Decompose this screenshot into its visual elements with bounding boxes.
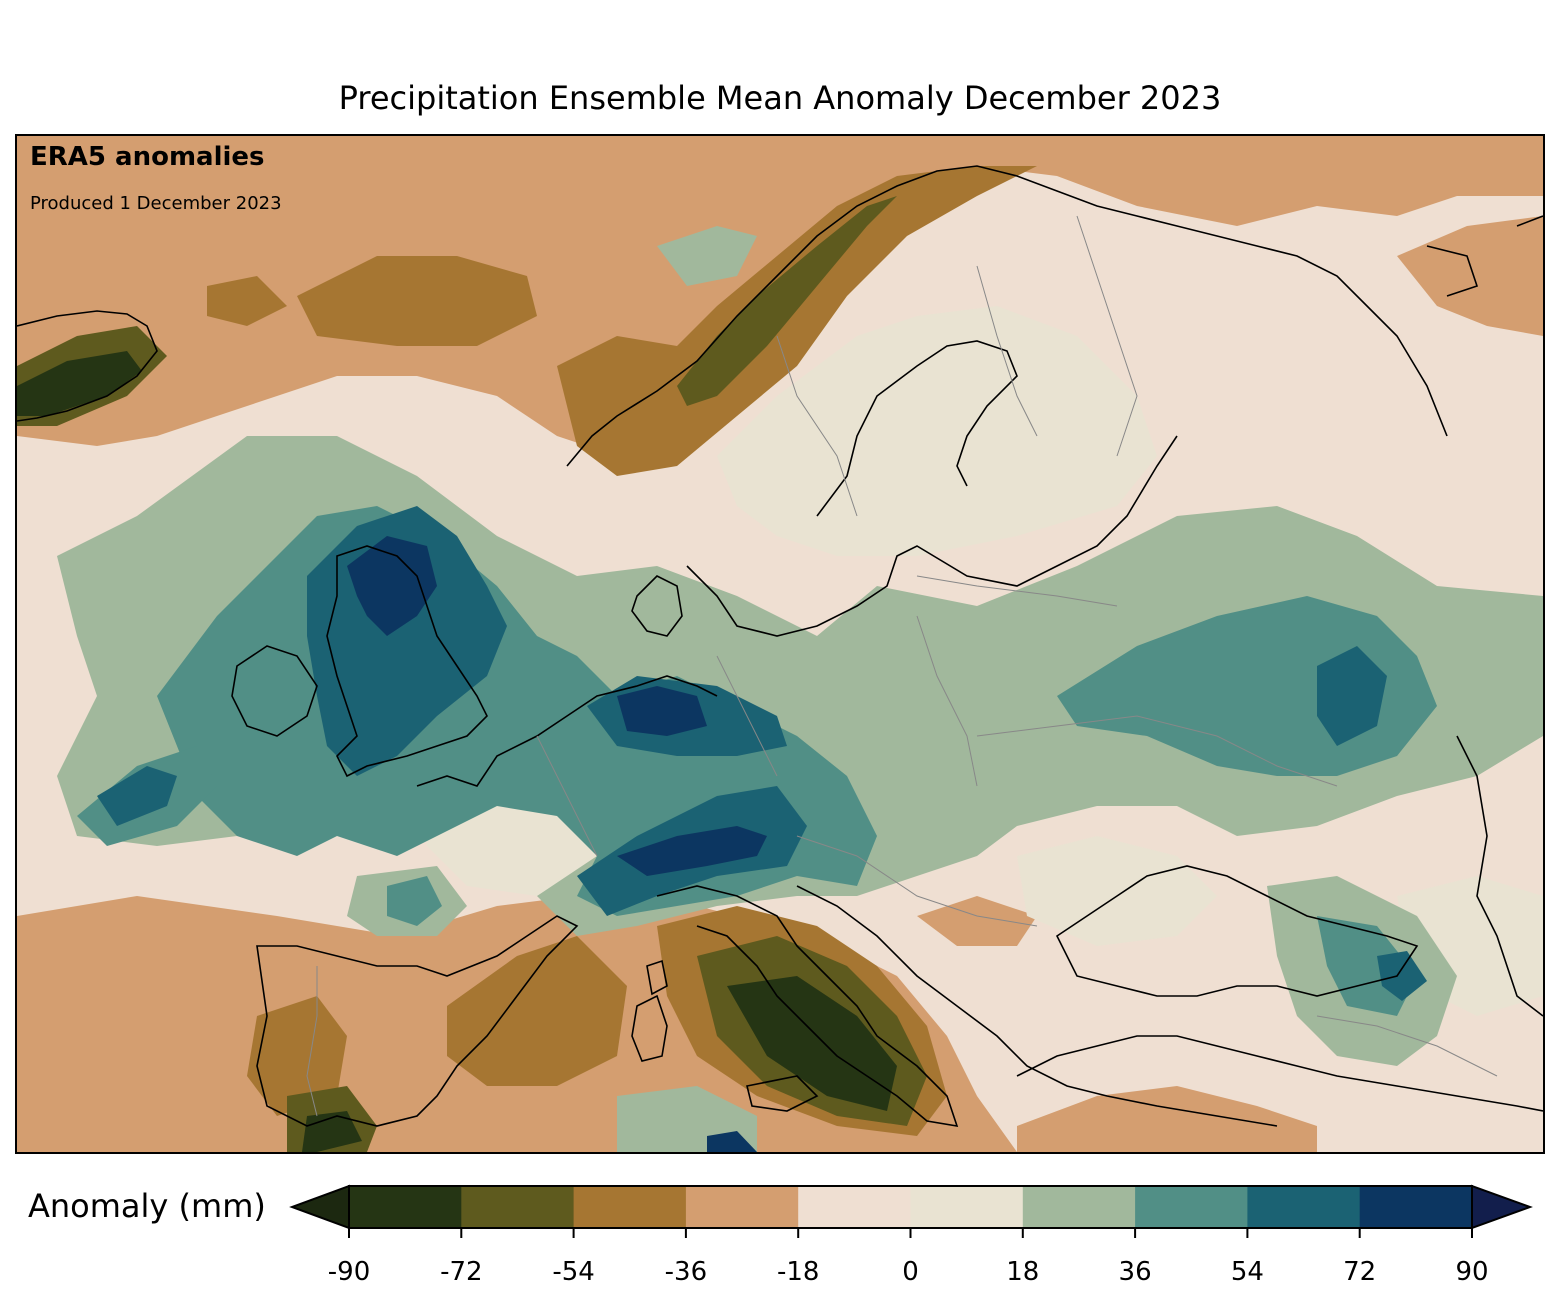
coastlines <box>17 165 1543 1128</box>
colorbar-segment <box>685 1186 799 1228</box>
coastline-iberia <box>256 915 579 1127</box>
colorbar-segment <box>798 1186 911 1228</box>
anomaly-map <box>17 136 1543 1152</box>
coastline-sardinia <box>631 994 668 1062</box>
map-frame <box>15 134 1545 1154</box>
colorbar-tick-label: -54 <box>552 1257 595 1287</box>
dry-region-norway-sea <box>557 166 1037 476</box>
extreme-dry-iberia-south <box>302 1111 362 1152</box>
border-poland-east <box>916 615 978 787</box>
border-balkans <box>796 835 1038 927</box>
coastline-caspian <box>1456 735 1543 1017</box>
border-russia-finland <box>1076 215 1138 457</box>
colorbar-tick-label: 0 <box>902 1257 919 1287</box>
colorbar-tick-label: 90 <box>1455 1257 1489 1287</box>
border-baltics <box>916 575 1118 607</box>
border-ukraine <box>976 715 1338 787</box>
strong-wet-caucasus <box>1377 951 1427 1001</box>
colorbar-tick-label: 54 <box>1230 1257 1264 1287</box>
extreme-wet-mediterranean <box>707 1131 757 1152</box>
border-france-germany <box>536 735 598 857</box>
colorbar-tick-label: 72 <box>1343 1257 1377 1287</box>
colorbar-segment <box>349 1186 462 1228</box>
strong-wet-atlantic <box>97 766 177 826</box>
colorbar-segment <box>461 1186 575 1228</box>
colorbar-tick-label: -72 <box>440 1257 483 1287</box>
dry-region-iberia-west <box>247 996 347 1116</box>
extreme-dry-italy <box>727 976 897 1111</box>
border-caucasus <box>1316 1015 1498 1077</box>
moderate-wet-biscay <box>387 876 442 926</box>
coastline-ireland <box>231 645 318 737</box>
strong-wet-russia <box>1317 646 1387 746</box>
dry-region-iberia-core <box>447 936 627 1086</box>
coastline-uk <box>326 545 488 778</box>
colorbar-segment <box>1022 1186 1136 1228</box>
coastline-corsica <box>646 959 668 996</box>
colorbar-under-extension <box>289 1184 350 1230</box>
neutral-scandinavia <box>717 306 1157 556</box>
neutral-ukraine-south <box>1017 836 1217 946</box>
colorbar-segment <box>1247 1186 1361 1228</box>
dry-region-atlantic-west <box>297 256 537 346</box>
dry-region-turkey <box>1017 1086 1317 1152</box>
coastline-balkans <box>796 885 1278 1127</box>
overlay-heading: ERA5 anomalies <box>30 142 265 172</box>
coastline-turkey <box>1016 1035 1543 1112</box>
border-scandinavia <box>776 265 1038 517</box>
extreme-dry-greenland <box>17 351 142 416</box>
colorbar-segment <box>1359 1186 1473 1228</box>
colorbar-over-extension <box>1471 1184 1533 1230</box>
colorbar-segment <box>910 1186 1024 1228</box>
dry-region-arctic-east <box>1397 216 1543 336</box>
colorbar-tick-label: -90 <box>327 1257 371 1287</box>
coastline-france <box>416 675 718 787</box>
coastline-scandinavia <box>566 165 1448 467</box>
colorbar-outline <box>348 1185 1473 1229</box>
extreme-wet-alps <box>617 826 767 876</box>
dry-region-atlantic-mid <box>207 276 287 326</box>
extreme-wet-germany <box>617 686 707 736</box>
country-borders <box>306 215 1498 1117</box>
wet-anomaly-layer <box>57 226 1543 1152</box>
coastline-black-sea <box>1055 865 1419 997</box>
colorbar-tick-label: 36 <box>1118 1257 1152 1287</box>
coastline-italy <box>656 885 959 1128</box>
coastline-sicily <box>746 1075 819 1112</box>
border-iberia <box>306 966 318 1117</box>
colorbar-tick-label: 18 <box>1006 1257 1040 1287</box>
coastline-baltic <box>686 435 1178 637</box>
dry-region-north-atlantic <box>17 136 1543 456</box>
coastline-novaya <box>1426 215 1543 297</box>
colorbar-segment <box>1135 1186 1248 1228</box>
border-germany-poland <box>716 655 778 777</box>
colorbar-tick-label: -18 <box>776 1257 820 1287</box>
coastline-greenland <box>17 310 158 422</box>
overlay-produced-date: Produced 1 December 2023 <box>30 193 282 214</box>
coastline-gulf-bothnia <box>816 340 1018 517</box>
colorbar-segment <box>573 1186 687 1228</box>
colorbar-label: Anomaly (mm) <box>28 1187 266 1225</box>
very-dry-norway <box>677 196 897 406</box>
coastline-denmark <box>631 575 683 637</box>
extreme-wet-scotland <box>347 536 437 636</box>
colorbar-tick-label: -36 <box>664 1257 708 1287</box>
wet-region-norwegian-sea <box>657 226 757 286</box>
chart-title: Precipitation Ensemble Mean Anomaly Dece… <box>338 79 1222 117</box>
dry-region-balkans <box>917 896 1037 946</box>
